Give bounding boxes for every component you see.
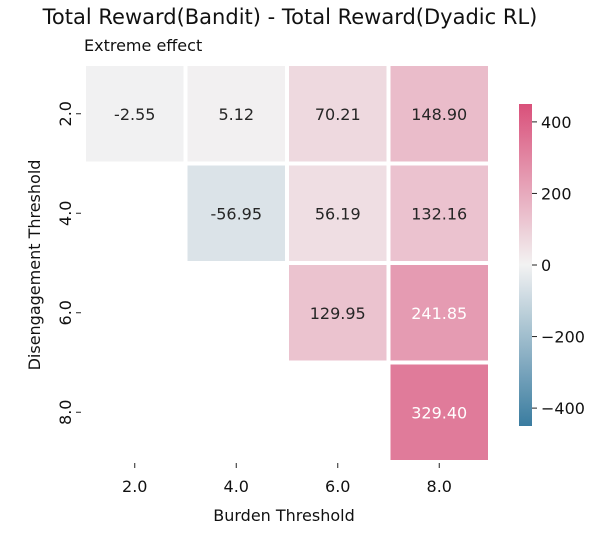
colorbar-tick-label: 200 — [541, 184, 572, 203]
cell-value-label: 148.90 — [411, 105, 467, 124]
cell-value-label: 70.21 — [315, 105, 361, 124]
colorbar: 400 200 0 −200 −400 — [519, 104, 585, 426]
cell-value-label: 329.40 — [411, 403, 467, 422]
cell-value-label: 241.85 — [411, 304, 467, 323]
cell-value-label: -56.95 — [210, 204, 262, 223]
cell-value-label: 129.95 — [310, 304, 366, 323]
heatmap-cell — [187, 66, 285, 162]
heatmap-cell — [289, 165, 387, 261]
cell-value-label: -2.55 — [114, 105, 155, 124]
cell-value-label: 56.19 — [315, 204, 361, 223]
heatmap-cell — [187, 165, 285, 261]
colorbar-tick-label: −400 — [541, 399, 585, 418]
cell-value-label: 132.16 — [411, 204, 467, 223]
heatmap-cell — [390, 265, 488, 361]
heatmap-cell — [86, 66, 184, 162]
colorbar-tick-label: −200 — [541, 328, 585, 347]
y-tick-label: 4.0 — [56, 201, 75, 226]
heatmap-cell — [289, 66, 387, 162]
heatmap-cells: -2.55 5.12 70.21 148.90 -56.95 56.19 132.16 129… — [86, 66, 488, 460]
x-axis-label: Burden Threshold — [213, 506, 355, 525]
y-tick-label: 2.0 — [56, 101, 75, 126]
heatmap-cell — [390, 364, 488, 460]
x-tick-label: 2.0 — [122, 477, 147, 496]
cell-value-label: 5.12 — [218, 105, 254, 124]
chart-subtitle: Extreme effect — [84, 36, 202, 55]
y-axis-ticks: 2.0 4.0 6.0 8.0 — [56, 101, 81, 425]
colorbar-tick-label: 400 — [541, 113, 572, 132]
heatmap-cell — [289, 265, 387, 361]
colorbar-gradient — [519, 104, 532, 426]
x-tick-label: 8.0 — [427, 477, 452, 496]
y-tick-label: 8.0 — [56, 400, 75, 425]
x-tick-label: 6.0 — [325, 477, 350, 496]
y-tick-label: 6.0 — [56, 300, 75, 325]
heatmap-cell — [390, 165, 488, 261]
x-tick-label: 4.0 — [224, 477, 249, 496]
chart-title: Total Reward(Bandit) - Total Reward(Dyad… — [42, 5, 538, 29]
x-axis-ticks: 2.0 4.0 6.0 8.0 — [122, 463, 452, 496]
y-axis-label: Disengagement Threshold — [25, 160, 44, 371]
heatmap-cell — [390, 66, 488, 162]
colorbar-tick-label: 0 — [541, 256, 551, 275]
